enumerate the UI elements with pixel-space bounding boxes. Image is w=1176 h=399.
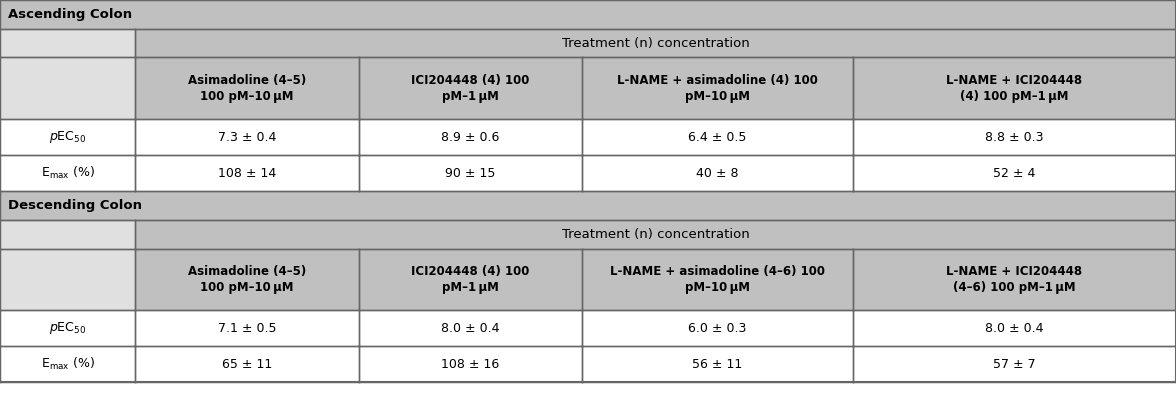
- Text: Descending Colon: Descending Colon: [8, 199, 142, 212]
- Text: Treatment (n) concentration: Treatment (n) concentration: [562, 37, 749, 49]
- Bar: [135, 57, 359, 119]
- Bar: [0, 57, 135, 119]
- Text: 52 ± 4: 52 ± 4: [993, 167, 1036, 180]
- Text: E$_{\rm max}$ (%): E$_{\rm max}$ (%): [41, 165, 94, 181]
- Text: 108 ± 16: 108 ± 16: [441, 358, 500, 371]
- Text: 57 ± 7: 57 ± 7: [993, 358, 1036, 371]
- Text: 6.4 ± 0.5: 6.4 ± 0.5: [688, 131, 747, 144]
- Text: Asimadoline (4–5)
100 pM–10 μM: Asimadoline (4–5) 100 pM–10 μM: [188, 74, 306, 103]
- Text: ICI204448 (4) 100
pM–1 μM: ICI204448 (4) 100 pM–1 μM: [412, 74, 529, 103]
- Text: Treatment (n) concentration: Treatment (n) concentration: [562, 228, 749, 241]
- Text: 8.9 ± 0.6: 8.9 ± 0.6: [441, 131, 500, 144]
- Text: $p$EC$_{50}$: $p$EC$_{50}$: [49, 320, 86, 336]
- Bar: [853, 57, 1176, 119]
- Bar: [853, 249, 1176, 310]
- Bar: [135, 29, 1176, 57]
- Text: $p$EC$_{50}$: $p$EC$_{50}$: [49, 129, 86, 145]
- Bar: [0, 310, 1176, 346]
- Text: 8.0 ± 0.4: 8.0 ± 0.4: [985, 322, 1043, 335]
- Text: 108 ± 14: 108 ± 14: [218, 167, 276, 180]
- Text: 7.1 ± 0.5: 7.1 ± 0.5: [218, 322, 276, 335]
- Text: 8.0 ± 0.4: 8.0 ± 0.4: [441, 322, 500, 335]
- Bar: [359, 57, 582, 119]
- Bar: [0, 346, 1176, 382]
- Text: Asimadoline (4–5)
100 pM–10 μM: Asimadoline (4–5) 100 pM–10 μM: [188, 265, 306, 294]
- Text: ICI204448 (4) 100
pM–1 μM: ICI204448 (4) 100 pM–1 μM: [412, 265, 529, 294]
- Bar: [582, 249, 853, 310]
- Bar: [0, 119, 1176, 155]
- Bar: [582, 57, 853, 119]
- Text: L-NAME + ICI204448
(4–6) 100 pM–1 μM: L-NAME + ICI204448 (4–6) 100 pM–1 μM: [947, 265, 1082, 294]
- Text: 40 ± 8: 40 ± 8: [696, 167, 739, 180]
- Text: Ascending Colon: Ascending Colon: [8, 8, 133, 21]
- Text: L-NAME + ICI204448
(4) 100 pM–1 μM: L-NAME + ICI204448 (4) 100 pM–1 μM: [947, 74, 1082, 103]
- Bar: [359, 249, 582, 310]
- Text: 8.8 ± 0.3: 8.8 ± 0.3: [985, 131, 1043, 144]
- Bar: [135, 220, 1176, 249]
- Bar: [0, 191, 1176, 220]
- Bar: [135, 249, 359, 310]
- Text: 90 ± 15: 90 ± 15: [446, 167, 495, 180]
- Text: 65 ± 11: 65 ± 11: [222, 358, 272, 371]
- Bar: [0, 155, 1176, 191]
- Text: 7.3 ± 0.4: 7.3 ± 0.4: [218, 131, 276, 144]
- Bar: [0, 29, 135, 57]
- Bar: [0, 220, 135, 249]
- Text: 6.0 ± 0.3: 6.0 ± 0.3: [688, 322, 747, 335]
- Text: E$_{\rm max}$ (%): E$_{\rm max}$ (%): [41, 356, 94, 372]
- Text: L-NAME + asimadoline (4) 100
pM–10 μM: L-NAME + asimadoline (4) 100 pM–10 μM: [617, 74, 817, 103]
- Text: 56 ± 11: 56 ± 11: [693, 358, 742, 371]
- Bar: [0, 0, 1176, 29]
- Text: L-NAME + asimadoline (4–6) 100
pM–10 μM: L-NAME + asimadoline (4–6) 100 pM–10 μM: [610, 265, 824, 294]
- Bar: [0, 249, 135, 310]
